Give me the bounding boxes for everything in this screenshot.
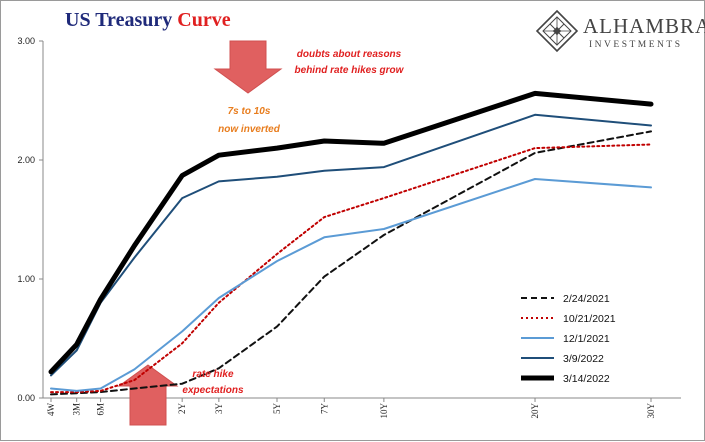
y-tick-label: 0.00 <box>17 393 35 403</box>
y-tick-label: 3.00 <box>17 36 35 46</box>
alhambra-logo: ALHAMBRA INVESTMENTS <box>535 9 705 53</box>
diamond-lattice-icon <box>535 9 579 53</box>
down-arrow <box>213 40 283 94</box>
x-tick-label: 20Y <box>530 403 540 419</box>
legend-label: 3/14/2022 <box>563 373 610 385</box>
legend-label: 3/9/2022 <box>563 353 604 365</box>
x-tick-label: 5Y <box>272 403 282 415</box>
annotation-top-line-1: doubts about reasons <box>297 49 402 60</box>
annotation-bottom-line-2: expectations <box>182 385 244 396</box>
logo-name: ALHAMBRA <box>583 14 705 38</box>
x-tick-label: 4W <box>46 403 56 417</box>
title-part-1: US Treasury <box>65 9 177 31</box>
annotation-top-line-2: behind rate hikes grow <box>295 65 405 76</box>
x-tick-label: 2Y <box>177 403 187 415</box>
annotation-mid-line-1: 7s to 10s <box>228 106 271 117</box>
title-part-2: Curve <box>177 9 230 31</box>
legend: 2/24/2021 10/21/2021 12/1/2021 3/9/2022 3/14… <box>521 293 616 385</box>
y-tick-label: 2.00 <box>17 155 35 165</box>
legend-label: 2/24/2021 <box>563 293 610 305</box>
annotation-top: doubts about reasons behind rate hikes g… <box>295 49 405 76</box>
x-tick-label: 30Y <box>646 403 656 419</box>
series-line-3-9-2022 <box>50 113 652 377</box>
x-tick-label: 10Y <box>379 403 389 419</box>
annotation-mid: 7s to 10s now inverted <box>218 106 281 135</box>
legend-label: 12/1/2021 <box>563 333 610 345</box>
x-tick-label: 6M <box>96 403 106 416</box>
series-line-2-24-2021 <box>50 130 652 396</box>
y-ticks: 0.00 1.00 2.00 3.00 <box>17 36 43 403</box>
series-line-12-1-2021 <box>50 178 652 392</box>
annotation-mid-line-2: now inverted <box>218 124 281 135</box>
series-line-10-21-2021 <box>50 143 652 394</box>
chart-title: US Treasury Curve <box>65 9 231 31</box>
annotation-bottom: rate hike expectations <box>182 369 244 396</box>
series-line-3-14-2022 <box>48 90 654 375</box>
x-tick-label: 3Y <box>214 403 224 415</box>
legend-label: 10/21/2021 <box>563 313 616 325</box>
y-tick-label: 1.00 <box>17 274 35 284</box>
logo-sub: INVESTMENTS <box>589 40 682 50</box>
series-lines <box>48 90 654 396</box>
x-tick-label: 7Y <box>319 403 329 415</box>
x-ticks: 4W3M6M1Y2Y3Y5Y7Y10Y20Y30Y <box>46 398 656 419</box>
x-tick-label: 3M <box>72 403 82 416</box>
annotation-bottom-line-1: rate hike <box>192 369 234 380</box>
